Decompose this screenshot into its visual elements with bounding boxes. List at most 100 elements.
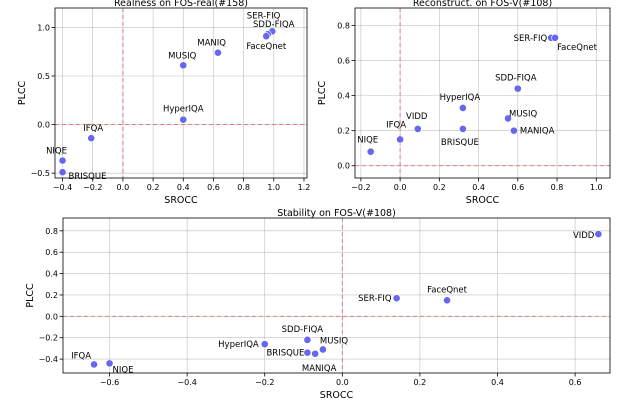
point-label: IFQA [386, 120, 406, 130]
x-axis-label: SROCC [466, 195, 500, 206]
point-label: BRISQUE [441, 138, 479, 148]
x-tick-label: −0.2 [83, 183, 102, 192]
point-label: VIDD [406, 112, 428, 122]
y-tick-label: 0.8 [45, 227, 58, 236]
plot-frame [62, 217, 611, 374]
y-tick-label: 0.2 [337, 127, 350, 136]
point-label: SDD-FIQA [253, 20, 295, 30]
y-tick-label: 0.4 [45, 270, 58, 279]
point-label: MANIQA [520, 127, 555, 137]
x-tick-label: 0.4 [177, 183, 190, 192]
x-axis-label: SROCC [320, 390, 354, 401]
x-tick-label: 1.0 [590, 183, 603, 192]
point-label: BRISQUE [69, 172, 107, 182]
y-axis-label: PLCC [17, 80, 28, 105]
x-tick-label: 0.2 [147, 183, 160, 192]
data-point [458, 125, 467, 133]
data-point [504, 114, 512, 123]
point-label: IFQA [83, 124, 103, 134]
plot-frame [54, 7, 308, 179]
data-point [594, 230, 603, 238]
x-tick-label: 0.8 [237, 183, 250, 192]
y-tick-label: 0.0 [337, 162, 350, 171]
point-label: SER-FIQ [247, 11, 281, 21]
point-label: MUSIQ [509, 109, 537, 119]
x-tick-label: 0.0 [336, 378, 349, 387]
data-point [303, 335, 312, 344]
point-label: VIDD [573, 231, 595, 241]
x-tick-label: 1.0 [267, 183, 280, 192]
point-label: FaceQnet [246, 42, 287, 52]
x-tick-label: 1.2 [298, 183, 311, 192]
x-tick-label: 0.8 [551, 183, 564, 192]
data-point [58, 168, 67, 177]
data-point [90, 360, 98, 369]
point-label: MUSIQ [320, 336, 348, 346]
data-point [551, 33, 559, 42]
data-point [413, 125, 422, 133]
chart-title: Stability on FOS-V(#108) [277, 208, 396, 219]
point-label: NIQE [46, 147, 67, 157]
data-point [260, 340, 269, 349]
x-tick-label: −0.6 [100, 378, 119, 387]
y-tick-label: −0.4 [39, 355, 58, 364]
y-axis-label: PLCC [317, 80, 328, 105]
data-point [303, 348, 312, 357]
y-tick-label: 1.0 [37, 23, 50, 32]
point-label: SER-FIQ [514, 34, 548, 44]
chart-panel-2: SER-FIQ FaceQnet SDD-FIQA HyperIQA MUSIQ MANI… [317, 0, 611, 206]
x-tick-label: 0.4 [472, 183, 485, 192]
data-point [262, 32, 271, 41]
point-label: HyperIQA [163, 105, 204, 115]
x-axis-label: SROCC [164, 195, 198, 206]
y-tick-label: 0.5 [37, 72, 50, 81]
data-point [311, 349, 320, 358]
data-point [458, 103, 467, 112]
point-label: IFQA [71, 351, 91, 361]
data-point [87, 134, 96, 143]
y-axis-label: PLCC [25, 283, 36, 308]
data-point [443, 296, 451, 305]
y-tick-label: 0.2 [45, 291, 58, 300]
point-label: HyperIQA [218, 340, 259, 350]
data-point [179, 61, 188, 70]
plot-area [63, 218, 610, 373]
x-tick-label: −0.2 [351, 183, 370, 192]
y-tick-label: 0.6 [45, 248, 58, 257]
x-tick-label: 0.0 [394, 183, 407, 192]
y-tick-label: 0.0 [45, 312, 58, 321]
x-tick-label: 0.2 [433, 183, 446, 192]
x-tick-label: 0.4 [491, 378, 504, 387]
point-label: MUSIQ [168, 51, 196, 61]
y-tick-label: 0.6 [337, 57, 350, 66]
x-tick-label: 0.0 [117, 183, 130, 192]
data-point [214, 48, 222, 57]
y-tick-label: 0.8 [337, 22, 350, 31]
data-point [366, 147, 375, 156]
x-tick-label: −0.2 [255, 378, 274, 387]
point-label: MANIQA [302, 364, 337, 374]
plot-frame [354, 7, 611, 179]
point-label: NIQE [113, 365, 134, 375]
plot-area [355, 8, 610, 178]
y-tick-label: −0.2 [39, 334, 58, 343]
chart-title: Realness on FOS-real(#158) [114, 0, 248, 9]
y-tick-label: −0.5 [31, 169, 50, 178]
x-tick-label: 0.6 [511, 183, 524, 192]
chart-title: Reconstruct. on FOS-V(#108) [413, 0, 552, 9]
x-tick-label: 0.6 [569, 378, 582, 387]
plot-area [55, 8, 307, 178]
x-tick-label: −0.4 [177, 378, 196, 387]
data-point [392, 294, 401, 303]
point-label: SER-FIQ [358, 294, 392, 304]
y-tick-label: 0.0 [37, 121, 50, 130]
data-point [509, 126, 518, 135]
point-label: HyperIQA [440, 93, 481, 103]
point-label: FaceQnet [427, 285, 468, 295]
point-label: FaceQnet [557, 43, 598, 53]
point-label: BRISQUE [266, 349, 304, 359]
data-point [179, 115, 188, 124]
